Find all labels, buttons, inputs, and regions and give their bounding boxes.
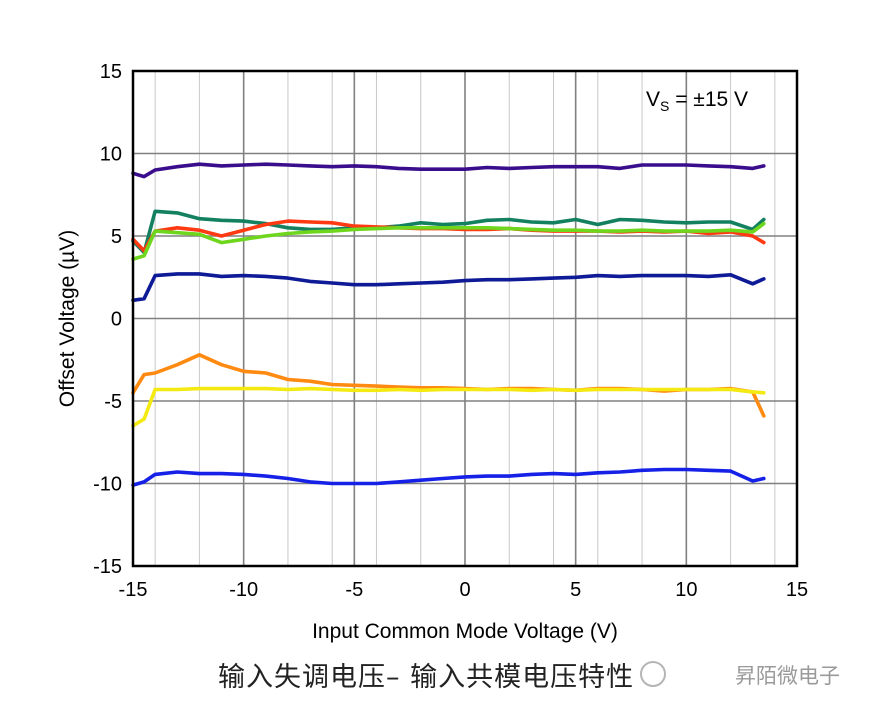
x-axis-label: Input Common Mode Voltage (V) <box>312 620 618 643</box>
series-lines <box>131 162 766 487</box>
figure-caption: 输入失调电压– 输入共模电压特性 <box>218 662 635 693</box>
series-line-green <box>131 221 766 261</box>
series-line-purple <box>131 162 766 179</box>
x-tick-label: 5 <box>570 579 581 601</box>
annotation-prefix: V <box>646 88 660 111</box>
plot-frame <box>131 69 799 568</box>
x-tick-label: 10 <box>675 579 697 601</box>
annotation-text: = ±15 V <box>669 88 748 111</box>
y-tick-label: -15 <box>93 556 122 578</box>
x-tick-label: -15 <box>119 579 148 601</box>
series-line-navy <box>131 272 766 303</box>
series-line-yellow <box>131 386 766 428</box>
x-tick-label: -5 <box>345 579 363 601</box>
y-tick-label: 5 <box>111 226 122 248</box>
annotation-subscript: S <box>660 98 669 114</box>
x-tick-label: -10 <box>229 579 258 601</box>
supply-voltage-annotation: VS = ±15 V <box>646 88 748 114</box>
y-tick-label: 0 <box>111 309 122 331</box>
y-tick-labels: 15 10 5 0 -5 -10 -15 <box>93 61 122 578</box>
grid-lines <box>133 71 797 566</box>
watermark: 昇陌微电子 <box>735 664 840 688</box>
wechat-icon <box>640 661 666 687</box>
x-tick-labels: -15 -10 -5 0 5 10 15 <box>119 579 809 601</box>
x-tick-label: 0 <box>459 579 470 601</box>
x-tick-label: 15 <box>786 579 808 601</box>
series-line-orange <box>131 352 766 418</box>
y-tick-label: -5 <box>104 391 122 413</box>
y-tick-label: -10 <box>93 474 122 496</box>
y-tick-label: 10 <box>100 144 122 166</box>
series-line-teal <box>131 209 766 255</box>
y-tick-label: 15 <box>100 61 122 83</box>
series-line-blue <box>131 467 766 487</box>
y-axis-label: Offset Voltage (µV) <box>56 230 79 407</box>
